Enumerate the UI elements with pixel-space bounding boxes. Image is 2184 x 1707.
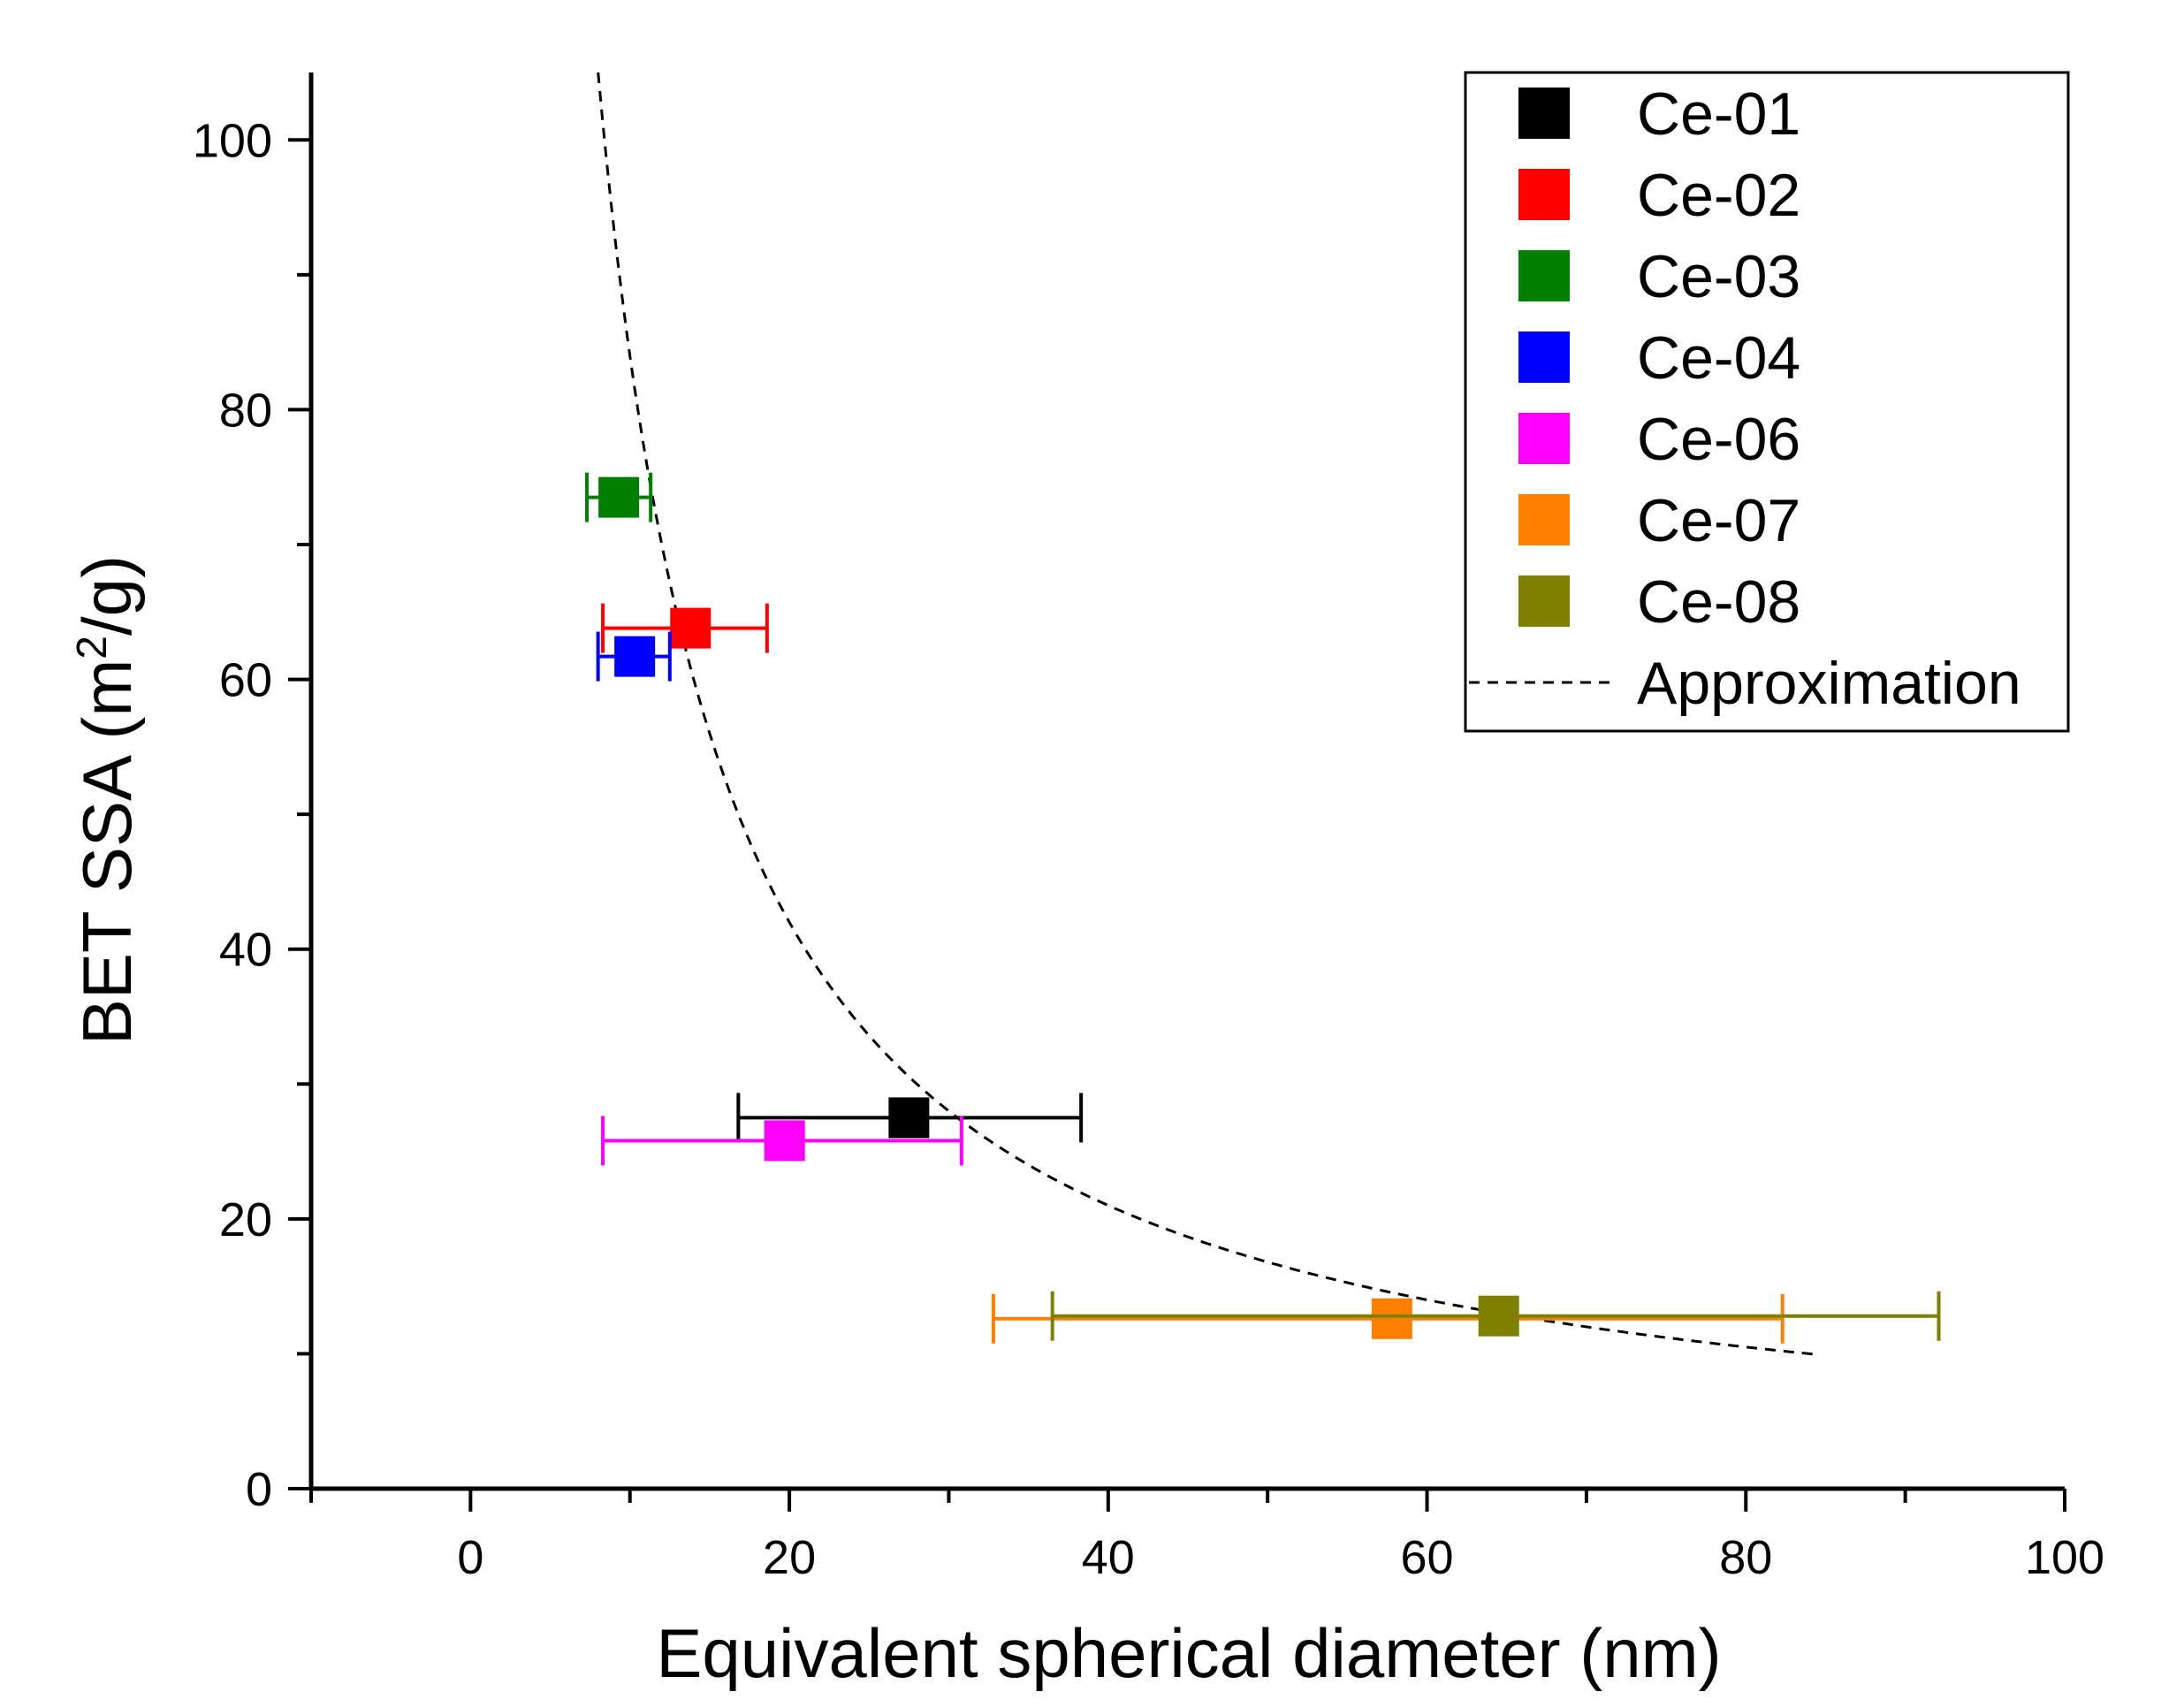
y-axis-title-tail: /g): [68, 555, 146, 636]
legend-item-ce-03: Ce-03: [1518, 243, 1800, 310]
legend-label: Ce-08: [1637, 568, 1800, 636]
legend-item-ce-01: Ce-01: [1518, 80, 1800, 148]
data-marker: [1371, 1298, 1412, 1339]
data-marker: [670, 607, 712, 649]
data-point-ce-01: [736, 1093, 1084, 1143]
data-points-layer: [585, 472, 1941, 1344]
y-tick-label: 0: [246, 1463, 272, 1516]
legend-swatch: [1518, 331, 1570, 383]
legend: Ce-01 Ce-02 Ce-03 Ce-04 Ce-06 Ce-07 Ce-08 Appro…: [1464, 71, 2070, 733]
legend-label: Ce-06: [1637, 406, 1800, 473]
legend-item-ce-02: Ce-02: [1518, 162, 1800, 229]
y-tick-label: 40: [219, 924, 272, 977]
y-axis-title: BET SSA (m2/g): [68, 555, 146, 1045]
data-marker: [1478, 1295, 1519, 1337]
legend-label: Ce-04: [1637, 324, 1800, 392]
data-marker: [614, 636, 656, 677]
y-axis-title-superscript: 2: [69, 636, 116, 659]
data-point-ce-07: [991, 1293, 1784, 1344]
legend-label: Approximation: [1637, 650, 2021, 717]
x-tick-label: 20: [763, 1531, 816, 1584]
legend-item-ce-04: Ce-04: [1518, 324, 1800, 392]
data-point-ce-06: [601, 1116, 963, 1166]
x-tick-label: 0: [457, 1531, 483, 1584]
approximation-curve-layer: [597, 72, 1818, 1356]
legend-label: Ce-03: [1637, 243, 1800, 310]
legend-item-ce-08: Ce-08: [1518, 568, 1800, 636]
x-axis-title: Equivalent spherical diameter (nm): [656, 1614, 1721, 1692]
legend-label: Ce-07: [1637, 487, 1800, 554]
data-point-ce-08: [1050, 1291, 1941, 1341]
legend-swatch: [1518, 413, 1570, 464]
x-tick-label: 100: [2025, 1531, 2104, 1584]
y-tick-label: 80: [219, 384, 272, 437]
legend-label: Ce-01: [1637, 80, 1800, 148]
x-tick-label: 40: [1082, 1531, 1135, 1584]
data-point-ce-03: [585, 472, 653, 522]
legend-item-ce-06: Ce-06: [1518, 406, 1800, 473]
x-tick-label: 80: [1719, 1531, 1772, 1584]
legend-label: Ce-02: [1637, 162, 1800, 229]
y-tick-label: 100: [193, 114, 272, 167]
data-marker: [888, 1097, 930, 1139]
legend-swatch: [1518, 88, 1570, 139]
data-marker: [598, 476, 640, 518]
axes: 0 20 40 60 80 100 0 20 40 60 80 100: [193, 72, 2104, 1584]
legend-swatch: [1518, 250, 1570, 301]
y-tick-label: 20: [219, 1193, 272, 1246]
legend-swatch: [1518, 494, 1570, 545]
legend-swatch: [1518, 169, 1570, 220]
x-tick-label: 60: [1401, 1531, 1454, 1584]
data-point-ce-02: [601, 603, 769, 653]
y-tick-label: 60: [219, 654, 272, 707]
data-point-ce-04: [596, 631, 672, 682]
legend-item-ce-07: Ce-07: [1518, 487, 1800, 554]
legend-swatch: [1518, 575, 1570, 627]
y-axis-title-main: BET SSA (m: [68, 659, 146, 1045]
approximation-curve: [597, 72, 1818, 1356]
data-marker: [764, 1120, 805, 1162]
legend-item-approximation: Approximation: [1469, 650, 2021, 717]
